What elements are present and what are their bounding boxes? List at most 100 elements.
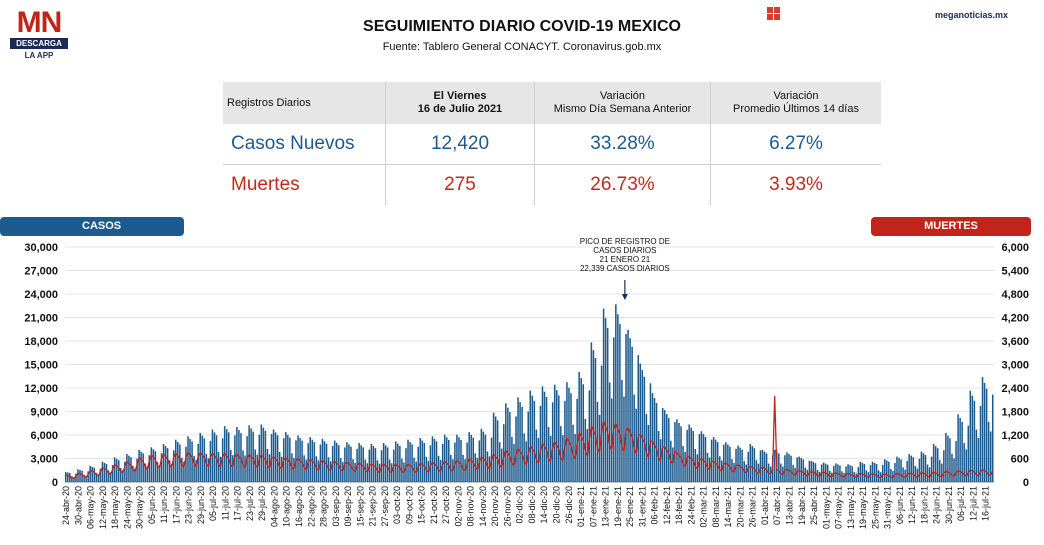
x-tick-label: 12-may-20 bbox=[98, 486, 108, 529]
x-tick-label: 25-ene-21 bbox=[625, 486, 635, 527]
casos-bar bbox=[947, 435, 949, 482]
casos-bar bbox=[164, 446, 167, 482]
casos-bar bbox=[264, 430, 267, 482]
casos-bar bbox=[472, 437, 474, 482]
casos-bar bbox=[317, 460, 320, 482]
casos-bar bbox=[676, 419, 678, 482]
casos-bar bbox=[93, 467, 96, 482]
casos-bar bbox=[152, 449, 155, 482]
x-tick-label: 16-ago-20 bbox=[294, 486, 304, 527]
casos-bar bbox=[894, 462, 896, 482]
casos-bar bbox=[124, 461, 126, 482]
site-link[interactable]: meganoticias.mx bbox=[934, 10, 1008, 20]
casos-bar bbox=[541, 386, 544, 482]
x-tick-label: 10-ago-20 bbox=[282, 486, 292, 527]
casos-bar bbox=[219, 456, 222, 482]
casos-bar bbox=[130, 457, 132, 482]
covid-daily-chart: 30,000 27,000 24,000 21,000 18,000 15,000 12,0… bbox=[24, 237, 1029, 529]
x-tick-label: 05-jun-20 bbox=[147, 486, 157, 524]
casos-bar bbox=[120, 467, 122, 482]
casos-bar bbox=[289, 437, 291, 482]
casos-bar bbox=[250, 428, 252, 482]
x-tick-label: 06-jun-21 bbox=[895, 486, 905, 524]
casos-bar bbox=[433, 438, 436, 482]
casos-bar bbox=[932, 443, 935, 482]
row-var-14: 3.93% bbox=[769, 174, 823, 195]
x-tick-label: 07-abr-21 bbox=[772, 486, 782, 525]
casos-bar bbox=[861, 462, 864, 482]
summary-row-casos: Casos Nuevos 12,420 33.28% 6.27% bbox=[223, 124, 881, 165]
casos-bar bbox=[73, 477, 75, 482]
casos-bar bbox=[482, 431, 485, 482]
casos-bar bbox=[714, 439, 717, 482]
casos-bar bbox=[796, 457, 798, 482]
casos-bar bbox=[260, 424, 263, 482]
casos-bar bbox=[468, 432, 470, 482]
casos-bar bbox=[649, 383, 652, 482]
casos-bar bbox=[590, 342, 593, 482]
casos-bar bbox=[301, 440, 303, 482]
casos-bar bbox=[230, 449, 232, 482]
x-tick-label: 27-oct-20 bbox=[441, 486, 451, 524]
right-tick-label: 4,200 bbox=[1001, 313, 1029, 325]
casos-bar bbox=[423, 442, 426, 482]
casos-bar bbox=[637, 355, 640, 482]
casos-bar bbox=[739, 447, 741, 482]
casos-bar bbox=[653, 398, 656, 482]
casos-bar bbox=[350, 446, 352, 482]
casos-bar bbox=[325, 443, 328, 482]
casos-bar bbox=[407, 439, 409, 482]
x-axis-tick-labels: 24-abr-20 30-abr-20 06-may-20 12-may-20 18-m… bbox=[61, 486, 991, 529]
x-tick-label: 26-dic-20 bbox=[564, 486, 574, 524]
casos-bar bbox=[87, 471, 89, 482]
casos-bar bbox=[435, 441, 438, 482]
casos-bar bbox=[560, 426, 562, 482]
x-tick-label: 15-sep-20 bbox=[355, 486, 365, 527]
casos-bar bbox=[460, 439, 462, 482]
x-tick-label: 09-oct-20 bbox=[404, 486, 414, 524]
row-var-week: 33.28% bbox=[534, 124, 711, 165]
x-tick-label: 03-oct-20 bbox=[392, 486, 402, 524]
casos-bar bbox=[431, 436, 434, 482]
casos-bar bbox=[651, 393, 654, 482]
casos-bar bbox=[802, 459, 805, 482]
right-tick-label: 3,000 bbox=[1001, 360, 1029, 372]
casos-bar bbox=[399, 445, 401, 482]
casos-bar bbox=[749, 443, 752, 482]
right-tick-label: 6,000 bbox=[1001, 242, 1029, 254]
casos-bar bbox=[505, 403, 507, 482]
casos-bar bbox=[126, 454, 128, 482]
casos-bar bbox=[498, 442, 501, 482]
grid-icon[interactable] bbox=[767, 7, 780, 20]
casos-bar bbox=[892, 471, 894, 482]
casos-bar bbox=[979, 405, 982, 482]
casos-bar bbox=[945, 432, 947, 482]
x-tick-label: 29-jun-20 bbox=[196, 486, 206, 524]
casos-bar bbox=[480, 428, 483, 482]
casos-bar bbox=[906, 460, 908, 482]
x-tick-label: 23-jul-20 bbox=[245, 486, 255, 521]
casos-bar bbox=[987, 421, 990, 482]
casos-bar bbox=[386, 447, 389, 482]
logo-mark: MN bbox=[10, 8, 68, 38]
casos-bar bbox=[519, 402, 521, 482]
casos-bar bbox=[132, 465, 134, 482]
right-tick-label: 2,400 bbox=[1001, 383, 1029, 395]
casos-bar bbox=[704, 436, 707, 482]
casos-bar bbox=[912, 457, 915, 482]
right-tick-label: 4,800 bbox=[1001, 289, 1029, 301]
casos-bar bbox=[690, 427, 692, 482]
meganoticias-logo[interactable]: MN DESCARGA LA APP bbox=[10, 8, 68, 60]
casos-bar bbox=[710, 439, 713, 482]
x-tick-label: 19-abr-21 bbox=[797, 486, 807, 525]
x-tick-label: 26-mar-21 bbox=[748, 486, 758, 528]
casos-bar bbox=[737, 445, 739, 482]
right-tick-label: 600 bbox=[1011, 454, 1029, 466]
casos-bar bbox=[602, 308, 605, 482]
row-value: 275 bbox=[385, 164, 535, 205]
x-tick-label: 18-jun-21 bbox=[919, 486, 929, 524]
casos-bar bbox=[936, 448, 939, 482]
casos-bar bbox=[529, 390, 532, 482]
x-tick-label: 24-may-20 bbox=[122, 486, 132, 529]
casos-bar bbox=[221, 438, 224, 482]
